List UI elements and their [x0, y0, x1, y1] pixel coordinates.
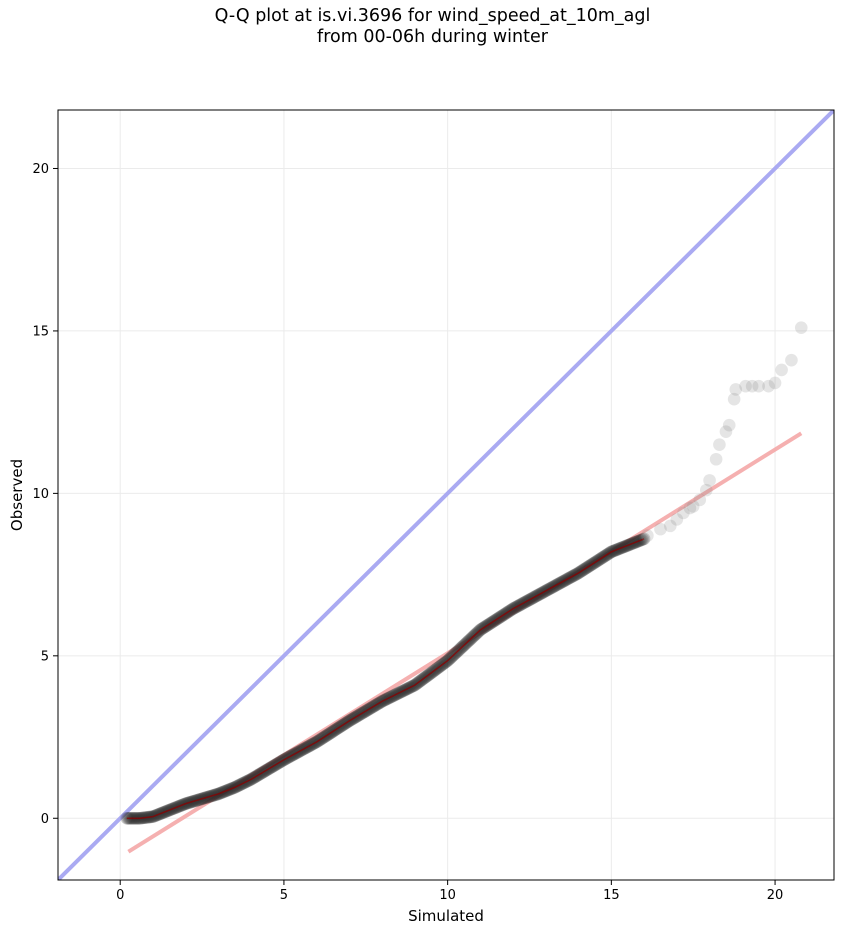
x-axis-label: Simulated	[408, 907, 484, 925]
qq-tail-point	[745, 379, 759, 393]
y-tick-label: 5	[41, 649, 49, 664]
x-tick-label: 20	[767, 888, 784, 903]
chart-subtitle: from 00-06h during winter	[317, 27, 548, 47]
qq-tail-point	[693, 493, 707, 507]
y-tick-label: 0	[41, 812, 49, 827]
plot-frame	[57, 109, 835, 881]
x-tick-label: 0	[116, 888, 124, 903]
qq-tail-point	[703, 474, 716, 487]
qq-tail-point	[686, 500, 700, 513]
chart-title: Q-Q plot at is.vi.3696 for wind_speed_at…	[214, 6, 651, 26]
chart-title-block: Q-Q plot at is.vi.3696 for wind_speed_at…	[0, 6, 843, 48]
linear-fit-line	[127, 431, 803, 854]
qq-tail-point	[727, 392, 741, 406]
y-tick-label: 10	[32, 487, 49, 502]
qq-tail-point	[739, 379, 752, 393]
qq-tail-point	[785, 353, 798, 367]
x-axis-ticks: 0 5 10 15 20	[116, 880, 783, 903]
qq-tail-point	[729, 383, 743, 396]
y-axis-label: Observed	[8, 459, 26, 531]
x-tick-label: 10	[439, 888, 456, 903]
y-tick-label: 15	[32, 324, 49, 339]
points-layer	[120, 321, 808, 825]
qq-tail-point	[762, 379, 775, 393]
x-tick-label: 15	[603, 888, 620, 903]
qq-tail-point	[775, 363, 788, 377]
qq-tail-point	[663, 519, 677, 533]
qq-tail-point	[719, 425, 733, 438]
x-tick-label: 5	[280, 888, 288, 903]
qq-tail-point	[752, 379, 765, 393]
qq-tail-point	[794, 321, 808, 334]
y-tick-label: 20	[32, 162, 49, 177]
qq-tail-point	[670, 513, 684, 526]
qq-tail-point	[677, 506, 690, 520]
y-axis-ticks: 0 5 10 15 20	[32, 162, 58, 827]
qq-tail-point	[654, 522, 667, 536]
qq-tail-point	[722, 418, 736, 432]
qq-tail-point	[641, 529, 654, 542]
qq-trend-line	[126, 538, 645, 820]
qq-tail-point	[700, 483, 713, 497]
qq-tail-point	[768, 376, 782, 390]
line-layer	[58, 110, 834, 880]
qq-tail-point	[713, 438, 726, 451]
qq-tail-point	[683, 501, 697, 515]
identity-reference-line	[58, 110, 834, 880]
qq-tail-point	[709, 452, 723, 466]
